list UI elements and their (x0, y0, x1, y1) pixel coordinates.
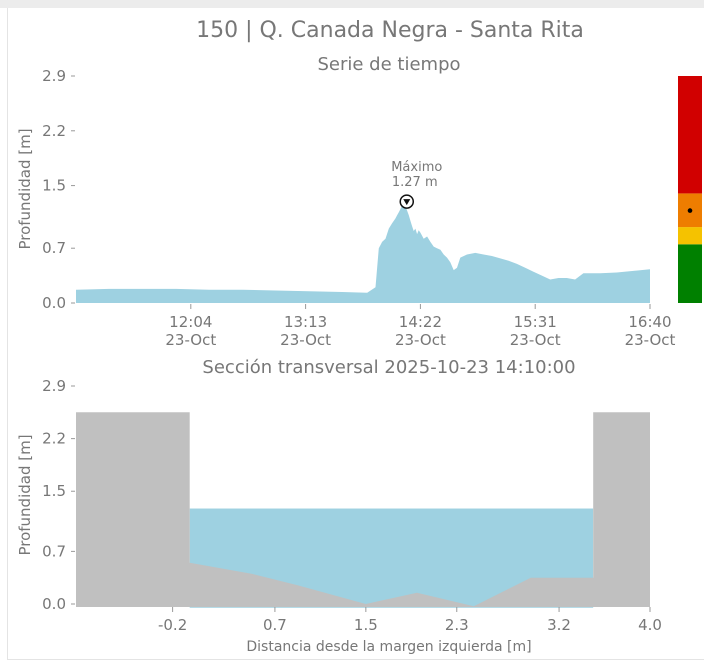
x-tick-label: 0.7 (263, 616, 287, 634)
time-series-title: Serie de tiempo (317, 54, 460, 75)
x-tick-time-label: 16:40 (628, 313, 671, 331)
cross-section-title: Sección transversal 2025-10-23 14:10:00 (202, 357, 575, 378)
y-tick-label: 1.5 (42, 482, 66, 500)
x-tick-label: 2.3 (445, 616, 469, 634)
y-tick-label: 2.9 (42, 67, 66, 85)
maximum-marker-triangle (403, 199, 411, 206)
y-tick-label: 0.7 (42, 542, 66, 560)
maximum-label: Máximo (391, 160, 442, 175)
x-tick-label: 3.2 (547, 616, 571, 634)
x-tick-label: 1.5 (354, 616, 378, 634)
cross-section-ylabel: Profundidad [m] (16, 434, 34, 555)
alert-level-segment (678, 227, 702, 245)
x-tick-label: 4.0 (638, 616, 662, 634)
time-series-plot: Serie de tiempo Profundidad [m] 0.0 0.7 1.… (16, 54, 702, 349)
x-tick-time-label: 12:04 (169, 313, 212, 331)
time-series-area-layer (76, 203, 650, 303)
y-tick-label: 1.5 (42, 177, 66, 195)
cross-section-area-layer (76, 412, 650, 608)
channel-ground-profile (76, 412, 650, 607)
x-tick-time-label: 13:13 (284, 313, 327, 331)
y-tick-label: 2.9 (42, 377, 66, 395)
maximum-value-label: 1.27 m (392, 175, 438, 190)
x-tick-date-label: 23-Oct (510, 331, 561, 349)
alert-level-bar (678, 76, 702, 303)
time-series-y-axis: 0.0 0.7 1.5 2.2 2.9 (42, 67, 75, 312)
frame-left-border (7, 8, 8, 660)
alert-level-segment (678, 244, 702, 303)
x-tick-date-label: 23-Oct (280, 331, 331, 349)
cross-section-xlabel: Distancia desde la margen izquierda [m] (246, 639, 531, 655)
x-tick-time-label: 14:22 (399, 313, 442, 331)
y-tick-label: 0.0 (42, 294, 66, 312)
x-tick-date-label: 23-Oct (395, 331, 446, 349)
cross-section-x-axis: -0.2 0.7 1.5 2.3 3.2 4.0 (158, 607, 662, 634)
y-tick-label: 0.7 (42, 239, 66, 257)
depth-series-area (76, 203, 650, 303)
time-series-ylabel: Profundidad [m] (16, 128, 34, 249)
x-tick-date-label: 23-Oct (625, 331, 676, 349)
window-top-strip (0, 0, 704, 8)
frame-bottom-border (7, 659, 704, 660)
y-tick-label: 2.2 (42, 122, 66, 140)
current-level-dot (687, 208, 693, 213)
cross-section-plot: Sección transversal 2025-10-23 14:10:00 … (16, 357, 662, 655)
x-tick-date-label: 23-Oct (165, 331, 216, 349)
y-tick-label: 2.2 (42, 430, 66, 448)
x-tick-time-label: 15:31 (514, 313, 557, 331)
main-title: 150 | Q. Canada Negra - Santa Rita (196, 18, 584, 43)
y-tick-label: 0.0 (42, 595, 66, 613)
x-tick-label: -0.2 (158, 616, 187, 634)
alert-level-segment (678, 76, 702, 194)
time-series-x-axis: 12:0423-Oct13:1323-Oct14:2223-Oct15:3123… (165, 304, 676, 349)
cross-section-y-axis: 0.0 0.7 1.5 2.2 2.9 (42, 377, 75, 613)
